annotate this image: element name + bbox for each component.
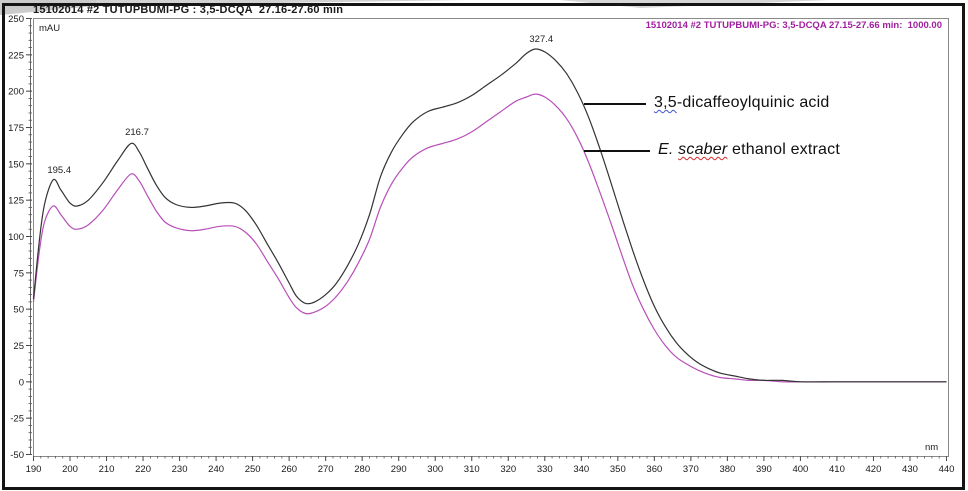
callout-line [584, 103, 646, 105]
chromatogram-title-extract: 15102014 #2 TUTUPBUMI-PG: 3,5-DCQA 27.15… [645, 20, 942, 31]
peak-label: 327.4 [529, 34, 554, 46]
y-tick-label: 150 [8, 159, 24, 170]
y-tick-label: 100 [8, 232, 24, 243]
x-tick-label: 420 [866, 464, 882, 475]
annotation-extract: E. scaber ethanol extract [658, 141, 840, 159]
annotation-standard: 3,5-dicaffeoylquinic acid [654, 94, 829, 112]
x-tick-label: 210 [99, 464, 115, 475]
x-tick-label: 380 [719, 464, 735, 475]
x-tick-label: 230 [172, 464, 188, 475]
x-tick-label: 370 [683, 464, 699, 475]
x-tick-label: 340 [573, 464, 589, 475]
chromatogram-title-standard: 15102014 #2 TUTUPBUMI-PG : 3,5-DCQA 27.1… [33, 4, 344, 16]
y-tick-label: 250 [8, 14, 24, 25]
y-tick-label: 0 [19, 377, 24, 388]
x-tick-label: 390 [756, 464, 772, 475]
y-tick-label: 25 [13, 341, 24, 352]
y-tick-label: 125 [8, 196, 24, 207]
annotation-text-part: -dicaffeoylquinic acid [676, 94, 830, 111]
x-tick-label: 200 [62, 464, 78, 475]
x-tick-label: 400 [792, 464, 808, 475]
x-tick-label: 310 [464, 464, 480, 475]
plot-area [33, 18, 949, 457]
x-tick-label: 300 [427, 464, 443, 475]
x-tick-label: 360 [646, 464, 662, 475]
curve-standard [32, 48, 947, 383]
x-tick-label: 190 [26, 464, 42, 475]
x-tick-label: 350 [610, 464, 626, 475]
y-tick-label: -50 [10, 450, 24, 461]
y-tick-label: 200 [8, 87, 24, 98]
curve-extract [32, 93, 947, 383]
x-tick-label: 240 [208, 464, 224, 475]
x-tick-label: 290 [391, 464, 407, 475]
x-axis-unit-label: nm [925, 442, 939, 453]
x-tick-label: 260 [281, 464, 297, 475]
x-tick-label: 410 [829, 464, 845, 475]
y-tick-label: 175 [8, 123, 24, 134]
annotation-text-part: ethanol extract [727, 141, 841, 158]
annotation-text-part: E. [658, 141, 679, 158]
y-tick-label: 50 [13, 305, 24, 316]
y-axis-unit-label: mAU [39, 23, 61, 34]
x-tick-label: 440 [939, 464, 955, 475]
page-border [2, 3, 965, 490]
x-tick-label: 330 [537, 464, 553, 475]
peak-label: 216.7 [125, 127, 149, 139]
peak-label: 195.4 [47, 164, 72, 176]
annotation-text-part: 3,5 [654, 94, 677, 111]
x-tick-label: 430 [902, 464, 918, 475]
x-tick-label: 270 [318, 464, 334, 475]
x-tick-label: 250 [245, 464, 261, 475]
y-tick-label: 75 [13, 268, 24, 279]
x-tick-label: 220 [135, 464, 151, 475]
annotation-text-part: scaber [678, 141, 728, 158]
x-tick-label: 320 [500, 464, 516, 475]
y-tick-label: 225 [8, 50, 24, 61]
x-tick-label: 280 [354, 464, 370, 475]
y-tick-label: -25 [10, 414, 24, 425]
callout-line [584, 150, 650, 152]
